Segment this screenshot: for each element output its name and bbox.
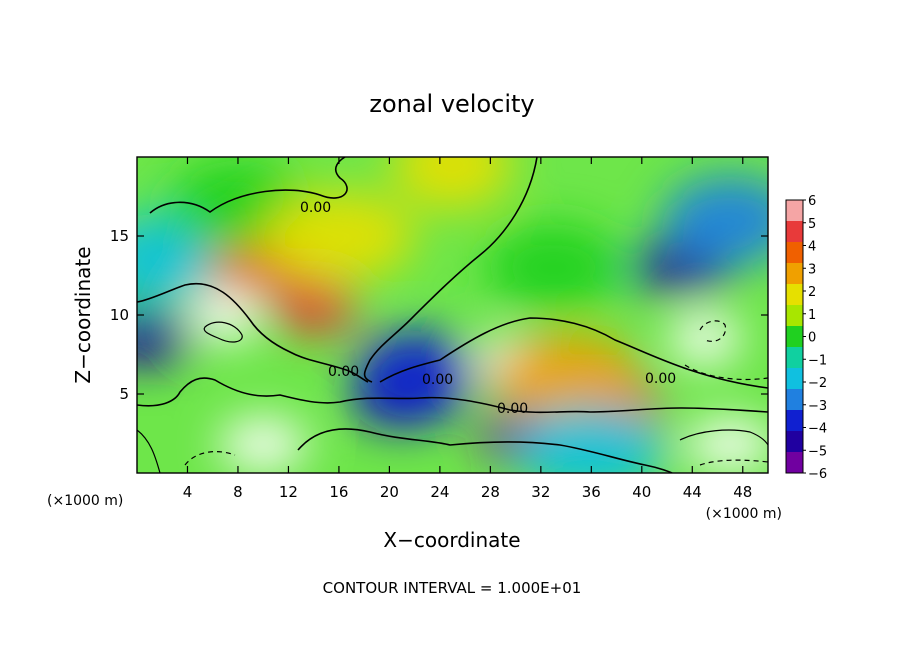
colorbar-swatch [786, 221, 803, 243]
colorbar-label: 1 [808, 308, 816, 323]
colorbar-label: −2 [808, 376, 827, 391]
zero-contour-bottom [297, 428, 673, 473]
velocity-feature [485, 222, 622, 313]
dashed-contour-bottom [184, 451, 768, 466]
colorbar-label: −4 [808, 422, 827, 437]
colorbar: 6 5 4 3 2 1 0 −1 −2 −3 −4 −5 −6 [785, 194, 827, 482]
velocity-feature [668, 311, 741, 366]
contour-labels: 0.00 0.00 0.00 0.00 0.00 [300, 200, 676, 417]
colorbar-swatch [786, 368, 803, 390]
x-tick-label: 8 [233, 483, 243, 501]
velocity-feature [219, 417, 308, 472]
velocity-field [137, 157, 768, 473]
velocity-feature [686, 417, 768, 472]
velocity-feature [392, 157, 513, 210]
colorbar-label: −6 [808, 467, 827, 482]
x-tick-label: 16 [329, 483, 348, 501]
contour-label: 0.00 [300, 200, 331, 216]
velocity-feature [354, 330, 475, 421]
x-tick-label: 20 [380, 483, 399, 501]
x-unit-left: (×1000 m) [47, 493, 123, 509]
zero-contours [137, 157, 768, 473]
colorbar-label: 0 [808, 331, 816, 346]
x-tick-label: 40 [632, 483, 651, 501]
colorbar-swatch [786, 305, 803, 327]
colorbar-label: 5 [808, 217, 816, 232]
dashed-contour-right [684, 320, 768, 381]
colorbar-swatch [786, 284, 803, 306]
colorbar-swatch [786, 389, 803, 411]
closed-contour-core [203, 321, 243, 343]
x-axis-label: X−coordinate [383, 528, 520, 552]
y-axis-ticks: 5 10 15 [110, 227, 768, 403]
colorbar-swatch [786, 263, 803, 285]
colorbar-label: −1 [808, 353, 827, 368]
zero-contour-lower [137, 377, 768, 414]
colorbar-label: 2 [808, 285, 816, 300]
y-tick-label: 15 [110, 227, 129, 245]
plot-area: 0.00 0.00 0.00 0.00 0.00 [137, 157, 768, 473]
contour-label: 0.00 [328, 364, 359, 380]
velocity-feature [662, 175, 768, 266]
x-tick-label: 24 [430, 483, 449, 501]
x-tick-label: 36 [582, 483, 601, 501]
velocity-feature [189, 288, 262, 342]
colorbar-label: 4 [808, 240, 816, 255]
colorbar-label: −5 [808, 444, 827, 459]
x-tick-label: 48 [733, 483, 752, 501]
colorbar-swatch [786, 431, 803, 453]
colorbar-label: 3 [808, 262, 816, 277]
colorbar-swatch [786, 242, 803, 264]
zero-contour-upper [149, 157, 538, 383]
colorbar-swatch [786, 410, 803, 432]
colorbar-label: −3 [808, 399, 827, 414]
x-unit-right: (×1000 m) [706, 506, 782, 522]
x-tick-label: 44 [683, 483, 702, 501]
velocity-feature [269, 280, 358, 335]
chart-title: zonal velocity [369, 90, 534, 118]
colorbar-swatch [786, 347, 803, 369]
x-tick-label: 4 [183, 483, 193, 501]
x-tick-label: 32 [531, 483, 550, 501]
velocity-feature [137, 311, 196, 366]
colorbar-swatch [786, 452, 803, 474]
contour-label: 0.00 [497, 401, 528, 417]
velocity-feature [515, 404, 668, 473]
negative-contour-right [679, 429, 768, 446]
contour-interval-note: CONTOUR INTERVAL = 1.000E+01 [323, 579, 582, 597]
y-tick-label: 10 [110, 306, 129, 324]
velocity-feature [490, 333, 643, 424]
y-tick-label: 5 [119, 385, 129, 403]
y-axis-label: Z−coordinate [71, 246, 95, 383]
x-axis-ticks: 4 8 12 16 20 24 28 32 36 40 44 48 [183, 157, 752, 501]
colorbar-label: 6 [808, 194, 816, 209]
contour-label: 0.00 [422, 372, 453, 388]
zero-contour-middle [137, 282, 768, 389]
colorbar-swatch [786, 200, 803, 222]
velocity-feature [262, 191, 415, 281]
x-tick-label: 12 [279, 483, 298, 501]
x-tick-label: 28 [481, 483, 500, 501]
colorbar-swatch [786, 326, 803, 348]
negative-contour-left [137, 429, 161, 473]
contour-label: 0.00 [645, 371, 676, 387]
